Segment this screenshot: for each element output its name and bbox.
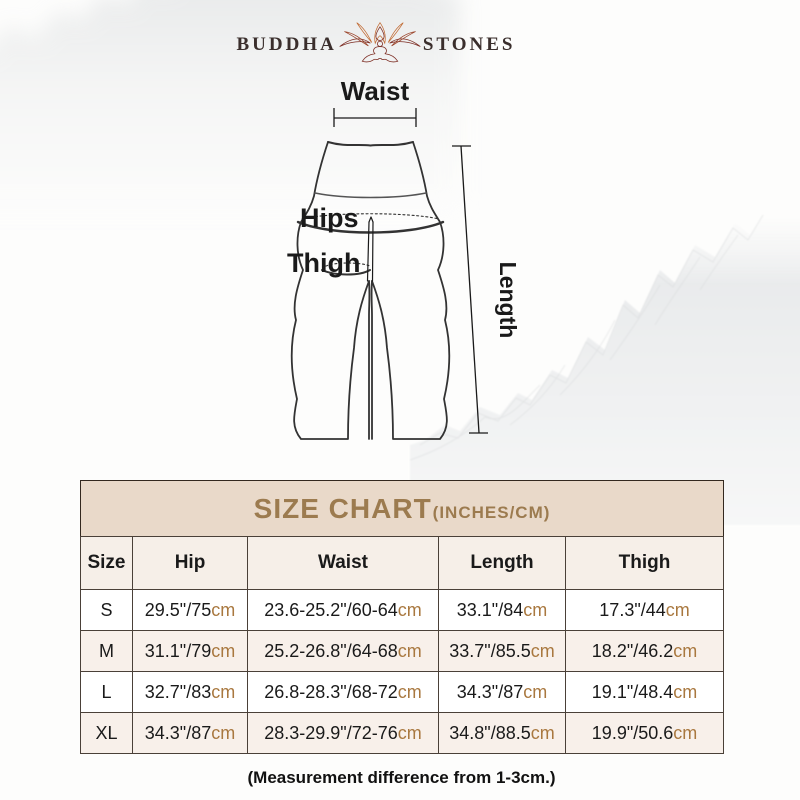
svg-text:Waist: Waist [341,76,410,106]
svg-text:Length: Length [495,262,521,339]
